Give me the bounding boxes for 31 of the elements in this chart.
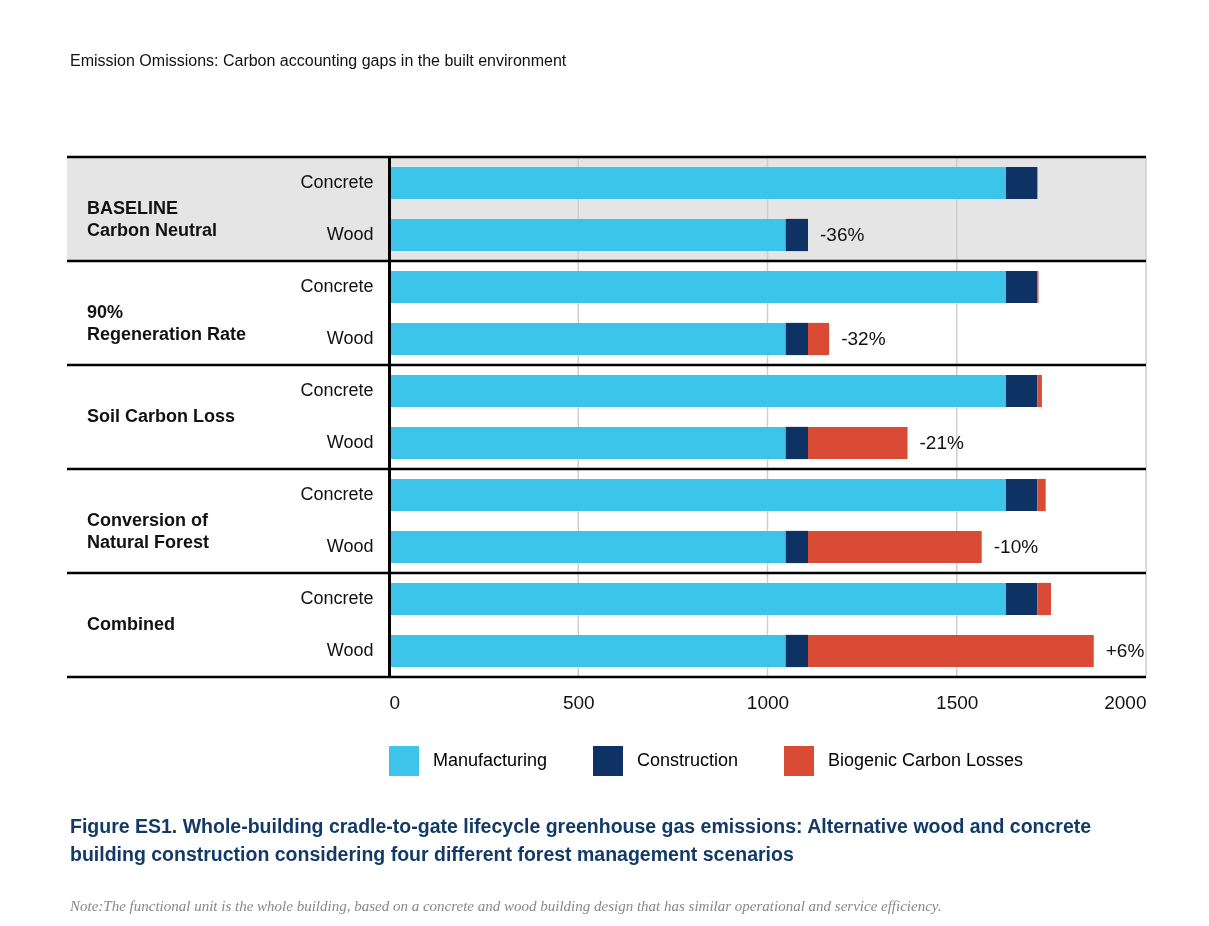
text: BASELINE Carbon Neutral bbox=[87, 198, 218, 240]
text: Combined bbox=[87, 614, 175, 634]
y-tick-label: Wood bbox=[326, 640, 374, 660]
y-tick-label: Wood bbox=[326, 432, 374, 452]
x-tick-label: 2000 bbox=[1104, 691, 1147, 713]
y-tick-label: Wood bbox=[326, 536, 374, 556]
legend-label: Manufacturing bbox=[433, 750, 548, 770]
text: Soil Carbon Loss bbox=[87, 406, 236, 426]
annotation: -21% bbox=[919, 432, 965, 453]
y-tick-label: Wood bbox=[326, 224, 374, 244]
x-tick-label: 1500 bbox=[936, 691, 979, 713]
x-tick-label: 500 bbox=[562, 691, 595, 713]
annotation: -36% bbox=[820, 224, 865, 245]
y-tick-label: Concrete bbox=[300, 588, 374, 608]
text: Note:The functional unit is the whole building, based on a concrete and wood building design that has similar operational and service efficiency. bbox=[70, 898, 942, 915]
annotation: -32% bbox=[841, 328, 886, 349]
text: Conversion of Natural Forest bbox=[87, 510, 210, 552]
y-tick-label: Concrete bbox=[300, 172, 374, 192]
y-tick-label: Concrete bbox=[300, 276, 374, 296]
text: Figure ES1. Whole-building cradle-to-gate lifecycle greenhouse gas emissions: Alternative wood and concrete building construction considering four different forest management scenarios bbox=[70, 814, 1093, 867]
text: 90% Regeneration Rate bbox=[87, 302, 247, 344]
legend-label: Construction bbox=[637, 750, 739, 770]
y-tick-label: Wood bbox=[326, 328, 374, 348]
x-tick-label: 1000 bbox=[746, 691, 790, 713]
y-tick-label: Concrete bbox=[300, 380, 374, 400]
text: Emission Omissions: Carbon accounting gaps in the built environment bbox=[70, 52, 567, 70]
legend-label: Biogenic Carbon Losses bbox=[828, 750, 1024, 770]
annotation: -10% bbox=[993, 536, 1039, 557]
y-tick-label: Concrete bbox=[300, 484, 374, 504]
x-tick-label: 0 bbox=[389, 691, 401, 713]
annotation: +6% bbox=[1105, 640, 1145, 661]
